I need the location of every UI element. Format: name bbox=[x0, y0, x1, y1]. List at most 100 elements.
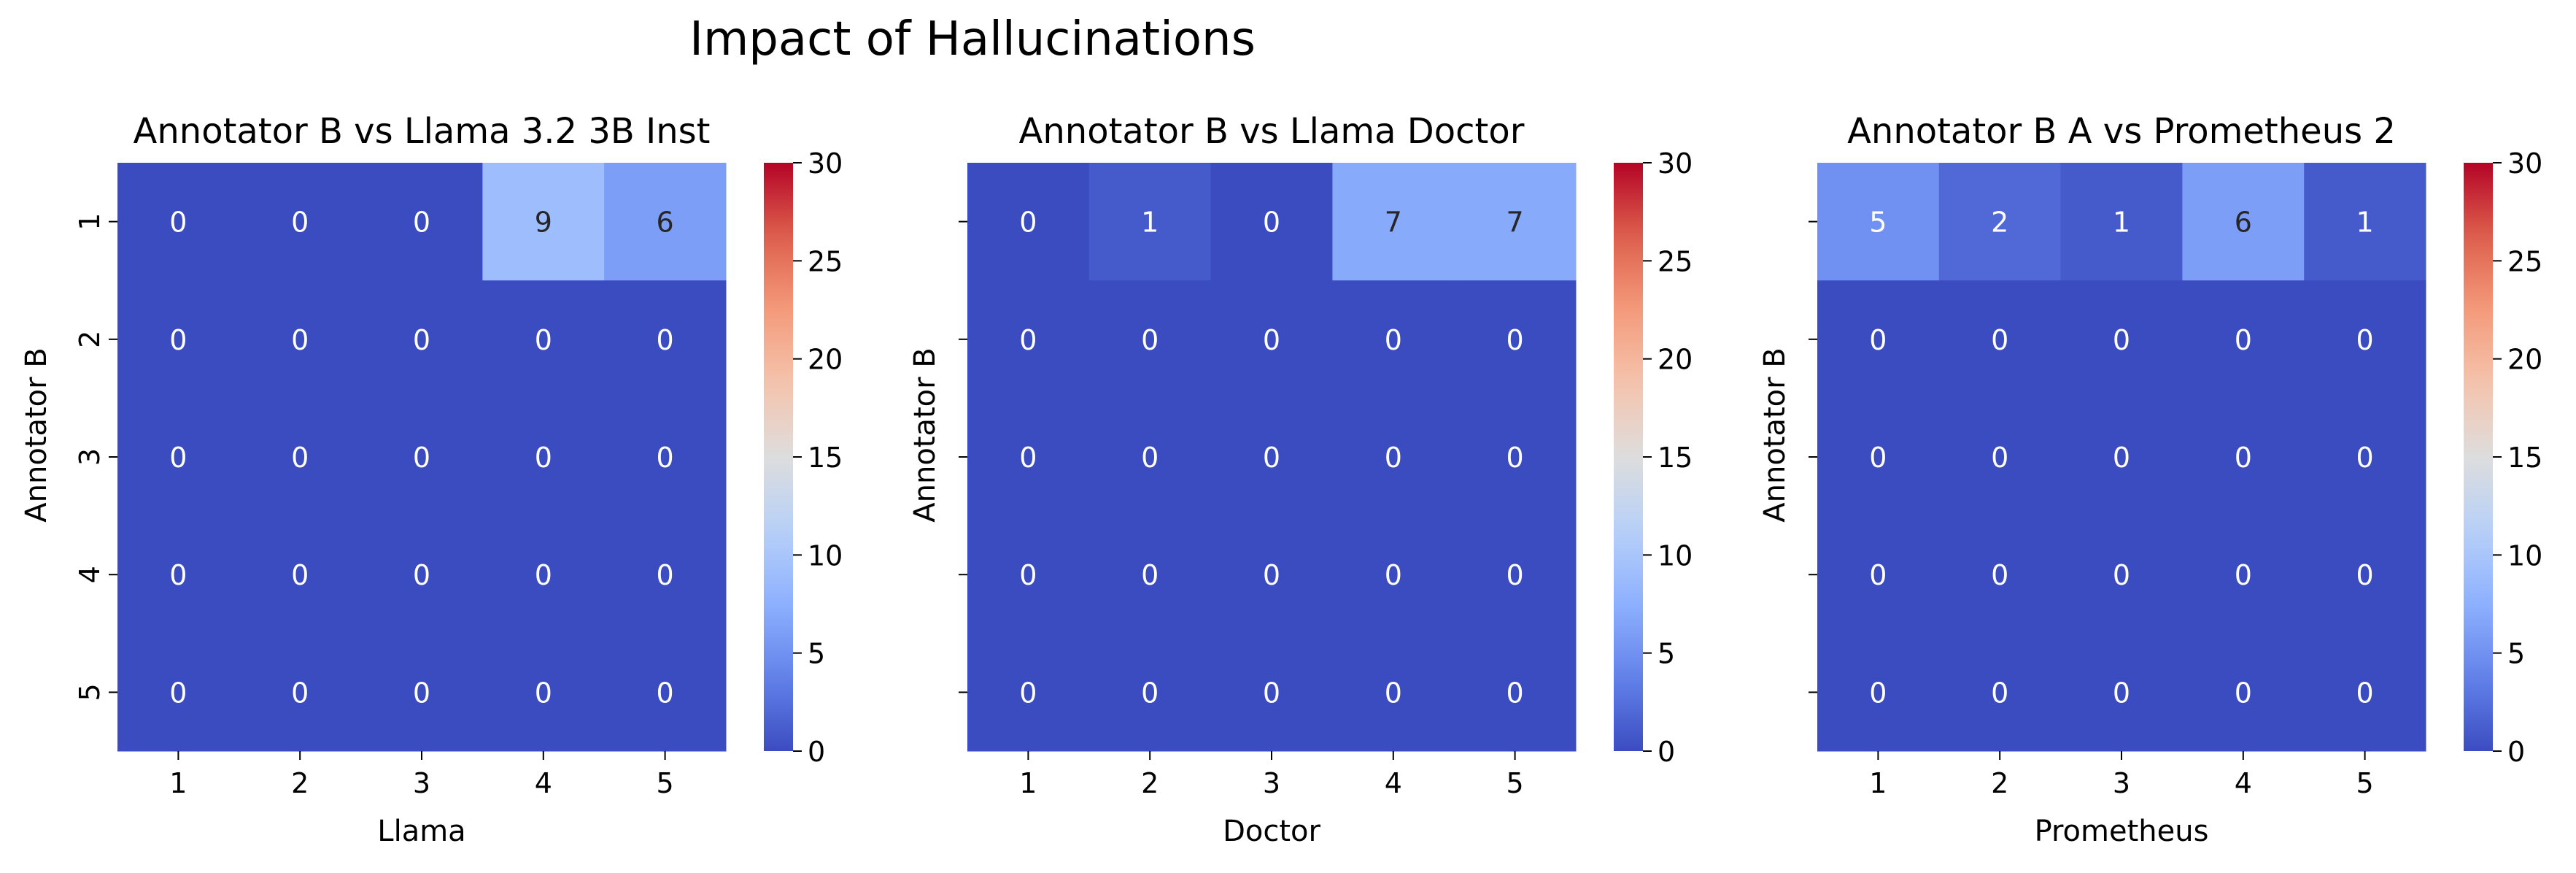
colorbar-tick-label: 10 bbox=[2507, 539, 2542, 572]
panel-title: Annotator B vs Llama 3.2 3B Inst bbox=[134, 111, 711, 152]
x-tick-label: 2 bbox=[291, 767, 309, 799]
cell-value-label: 5 bbox=[1869, 207, 1887, 239]
heatmap-cell bbox=[1332, 163, 1455, 281]
cell-value-label: 0 bbox=[1019, 442, 1037, 474]
y-tick-label: 5 bbox=[74, 683, 106, 701]
colorbar-tick-label: 0 bbox=[808, 736, 825, 768]
x-tick-label: 4 bbox=[1385, 767, 1402, 799]
cell-value-label: 0 bbox=[2235, 324, 2252, 356]
cell-value-label: 0 bbox=[657, 324, 674, 356]
colorbar-tick-label: 30 bbox=[808, 147, 843, 180]
heatmap-cell bbox=[967, 515, 1090, 634]
cell-value-label: 0 bbox=[2113, 324, 2130, 356]
heatmap-cell bbox=[1454, 515, 1577, 634]
heatmap-cell bbox=[239, 280, 362, 399]
cell-value-label: 0 bbox=[1991, 559, 2008, 591]
heatmap-cell bbox=[2182, 280, 2305, 399]
cell-value-label: 0 bbox=[1506, 559, 1524, 591]
colorbar-tick-label: 5 bbox=[1658, 638, 1675, 670]
heatmap-cell bbox=[1088, 515, 1212, 634]
cell-value-label: 0 bbox=[1263, 677, 1280, 709]
heatmap-cell bbox=[1454, 280, 1577, 399]
x-tick-label: 3 bbox=[413, 767, 430, 799]
x-axis-label: Doctor bbox=[1223, 815, 1320, 848]
colorbar-tick-label: 30 bbox=[2507, 147, 2542, 180]
cell-value-label: 0 bbox=[1263, 559, 1280, 591]
heatmap-cell bbox=[967, 280, 1090, 399]
cell-value-label: 0 bbox=[2356, 442, 2374, 474]
cell-value-label: 0 bbox=[169, 324, 187, 356]
heatmap-cell bbox=[604, 633, 727, 752]
cell-value-label: 0 bbox=[1019, 677, 1037, 709]
colorbar-tick-label: 5 bbox=[808, 638, 825, 670]
heatmap-cell bbox=[1817, 633, 1940, 752]
heatmap-cell bbox=[482, 280, 605, 399]
cell-value-label: 0 bbox=[291, 324, 309, 356]
x-tick-label: 2 bbox=[1991, 767, 2008, 799]
heatmap-cell bbox=[117, 280, 240, 399]
y-tick-label: 2 bbox=[74, 331, 106, 348]
cell-value-label: 0 bbox=[1385, 324, 1402, 356]
cell-value-label: 0 bbox=[2235, 677, 2252, 709]
colorbar-tick-label: 25 bbox=[1658, 245, 1693, 277]
heatmap-cell bbox=[1938, 515, 2062, 634]
heatmap-cell bbox=[1454, 163, 1577, 281]
heatmap-cell bbox=[117, 515, 240, 634]
colorbar-tick-label: 25 bbox=[2507, 245, 2542, 277]
heatmap-cell bbox=[967, 163, 1090, 281]
cell-value-label: 0 bbox=[169, 442, 187, 474]
cell-value-label: 0 bbox=[1019, 559, 1037, 591]
heatmap-cell bbox=[2182, 515, 2305, 634]
cell-value-label: 0 bbox=[1506, 442, 1524, 474]
heatmap-cell bbox=[1210, 163, 1333, 281]
colorbar-tick-label: 20 bbox=[808, 344, 843, 376]
cell-value-label: 0 bbox=[2113, 559, 2130, 591]
cell-value-label: 6 bbox=[2235, 207, 2252, 239]
heatmap-cell bbox=[1938, 633, 2062, 752]
cell-value-label: 0 bbox=[2356, 677, 2374, 709]
cell-value-label: 0 bbox=[1385, 677, 1402, 709]
colorbar-tick-label: 25 bbox=[808, 245, 843, 277]
heatmap-cell bbox=[482, 398, 605, 517]
cell-value-label: 6 bbox=[657, 207, 674, 239]
cell-value-label: 0 bbox=[1869, 324, 1887, 356]
cell-value-label: 0 bbox=[1263, 207, 1280, 239]
heatmap-cell bbox=[1817, 280, 1940, 399]
heatmap-cell bbox=[967, 633, 1090, 752]
cell-value-label: 0 bbox=[169, 207, 187, 239]
cell-value-label: 0 bbox=[1869, 559, 1887, 591]
cell-value-label: 0 bbox=[1991, 442, 2008, 474]
heatmap-panel-1: 0 0 0 9 6 0 0 0 0 0 0 0 0 0 0 0 0 0 0 0 0 0 0 0 0 Annotator B vs … bbox=[20, 111, 843, 848]
colorbar-tick-label: 15 bbox=[1658, 442, 1693, 474]
heatmap-cell bbox=[2182, 398, 2305, 517]
cell-value-label: 0 bbox=[1385, 442, 1402, 474]
x-tick-label: 1 bbox=[1869, 767, 1887, 799]
heatmap-cell bbox=[1210, 515, 1333, 634]
colorbar-tick-label: 15 bbox=[2507, 442, 2542, 474]
heatmap-cell bbox=[2060, 280, 2183, 399]
x-tick-label: 4 bbox=[535, 767, 552, 799]
cell-value-label: 0 bbox=[1263, 442, 1280, 474]
colorbar bbox=[2464, 163, 2493, 751]
cell-value-label: 0 bbox=[1263, 324, 1280, 356]
cell-value-label: 0 bbox=[1141, 442, 1159, 474]
x-tick-label: 3 bbox=[1263, 767, 1280, 799]
heatmap-cell bbox=[1817, 515, 1940, 634]
heatmap-cell bbox=[482, 163, 605, 281]
heatmap-cell bbox=[967, 398, 1090, 517]
heatmap-cell bbox=[482, 515, 605, 634]
heatmap-cell bbox=[239, 398, 362, 517]
cell-value-label: 0 bbox=[1141, 324, 1159, 356]
cell-value-label: 0 bbox=[657, 559, 674, 591]
cell-value-label: 0 bbox=[1141, 677, 1159, 709]
y-tick-label: 4 bbox=[74, 566, 106, 583]
heatmap-cell bbox=[1088, 163, 1212, 281]
colorbar-tick-label: 10 bbox=[808, 539, 843, 572]
heatmap-cell bbox=[604, 280, 727, 399]
cell-value-label: 0 bbox=[413, 442, 430, 474]
colorbar-tick-label: 30 bbox=[1658, 147, 1693, 180]
colorbar bbox=[764, 163, 793, 751]
